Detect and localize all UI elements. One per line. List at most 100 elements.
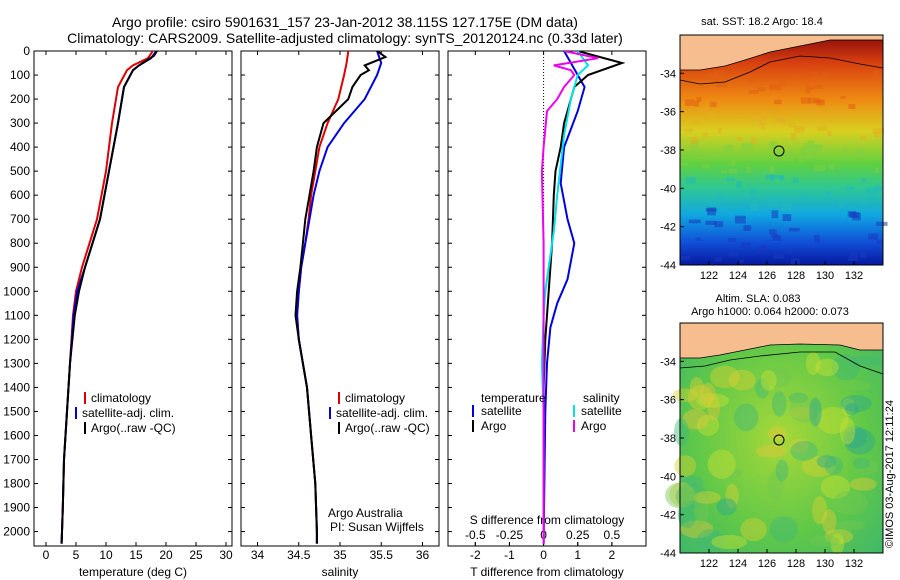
sst-patch: [723, 144, 734, 152]
series-line-climatology: [60, 51, 154, 544]
sst-patch: [726, 177, 735, 182]
map-y-tick-label: -36: [660, 395, 676, 407]
series-line-argo-raw-qc-: [294, 51, 388, 544]
map-x-tick-label: 122: [700, 270, 718, 282]
x-tick-label: 2: [609, 548, 616, 562]
map-y-tick-label: -38: [660, 145, 676, 157]
sst-patch: [695, 237, 701, 241]
sst-patch: [787, 150, 793, 158]
sst-patch: [770, 174, 775, 182]
temperature-plot-frame: [33, 50, 233, 547]
depth-axis: 0 100 200 300 400 500 600 700 800 900 1000 1100 1200…: [3, 44, 646, 539]
sla-patch: [669, 482, 695, 507]
sla-patch: [755, 377, 770, 399]
temperature-series: [60, 51, 158, 544]
sst-patch: [791, 132, 797, 140]
sst-patch: [772, 175, 784, 179]
sla-patch: [696, 529, 725, 554]
sla-patch: [733, 403, 759, 432]
sst-patch: [780, 79, 787, 86]
map-x-tick-label: 132: [845, 558, 863, 570]
map-y-tick-label: -44: [660, 260, 676, 272]
sst-patch: [769, 141, 778, 150]
sla-patch: [789, 406, 814, 419]
depth-tick-label: 1300: [3, 356, 30, 370]
sla-patch: [693, 491, 721, 504]
sst-patch: [808, 145, 820, 149]
sst-patch: [690, 136, 698, 145]
map-x-tick-label: 126: [758, 558, 776, 570]
sla-patch: [696, 393, 730, 408]
x-tick-label: 25: [189, 548, 203, 562]
sla-patch: [845, 403, 859, 416]
series-line-satellite-adj-clim-: [60, 51, 158, 544]
legend-header-temperature: temperature: [481, 391, 546, 405]
legend-label-climatology: climatology: [345, 391, 405, 405]
sst-patch: [825, 191, 832, 197]
sla-patch: [839, 416, 856, 445]
legend-label-temp-argo: Argo: [481, 419, 507, 433]
sst-patch: [750, 189, 755, 195]
sla-patch: [682, 410, 702, 433]
sla-patch: [841, 397, 855, 416]
sst-patch: [860, 250, 868, 258]
sdiff-x-axis: -0.5-0.2500.250.5: [465, 528, 621, 546]
sst-patch: [729, 169, 738, 174]
series-line-argo-raw-qc-: [60, 51, 158, 544]
sst-patch: [736, 137, 743, 141]
sst-patch: [774, 117, 785, 123]
sst-patch: [872, 127, 884, 134]
sst-patch: [769, 229, 777, 235]
sst-patch: [814, 235, 820, 243]
sst-patch: [760, 123, 765, 130]
x-tick-label: -0.5: [465, 528, 486, 542]
depth-tick-label: 800: [10, 236, 30, 250]
sla-patch: [824, 529, 854, 544]
series-line-temperature-satellite: [542, 51, 586, 544]
series-line-salinity-argo: [540, 51, 599, 544]
x-tick-label: 34.5: [287, 548, 311, 562]
sst-patch: [782, 214, 792, 221]
sst-patch: [816, 126, 828, 131]
map-y-tick-label: -36: [660, 107, 676, 119]
depth-tick-label: 1100: [4, 308, 30, 322]
sst-patch: [814, 164, 826, 172]
sst-patch: [742, 242, 751, 248]
sla-patch: [809, 535, 840, 547]
map-y-tick-label: -40: [660, 183, 676, 195]
sla-patch: [762, 366, 793, 388]
sst-patch: [689, 148, 700, 155]
sst-patch: [773, 99, 782, 105]
sst-patch: [720, 170, 728, 174]
sst-patch: [840, 96, 846, 99]
sst-patch: [705, 220, 717, 225]
sst-patch: [707, 112, 716, 116]
sla-patch: [696, 414, 720, 436]
sla-map-title: Altim. SLA: 0.083: [716, 293, 801, 305]
sst-patch: [793, 177, 798, 183]
sst-patch: [799, 195, 807, 200]
sst-patch: [802, 146, 813, 153]
sst-patch: [713, 70, 725, 79]
sla-patch: [699, 382, 717, 405]
sla-map-subtitle: Argo h1000: 0.064 h2000: 0.073: [691, 306, 849, 318]
sst-patch: [710, 101, 717, 108]
sst-patch: [714, 257, 723, 262]
depth-tick-label: 1700: [3, 452, 30, 466]
salinity-legend: climatology satellite-adj. clim. Argo(..…: [329, 391, 430, 435]
sla-patch: [681, 475, 704, 488]
depth-tick-label: 600: [10, 188, 30, 202]
sst-patch: [860, 197, 868, 205]
sst-patch: [765, 174, 775, 179]
map-y-tick-label: -42: [660, 222, 676, 234]
sla-patch: [707, 449, 736, 479]
sst-patch: [756, 245, 767, 253]
map-y-tick-label: -44: [660, 548, 676, 560]
sla-patch: [708, 468, 743, 479]
sla-patch: [842, 425, 868, 449]
sst-patch: [683, 128, 693, 133]
sla-patch: [805, 352, 821, 375]
sst-patch: [848, 257, 859, 261]
legend-label-argo: Argo(..raw -QC): [91, 421, 176, 435]
sst-patch: [731, 160, 737, 166]
